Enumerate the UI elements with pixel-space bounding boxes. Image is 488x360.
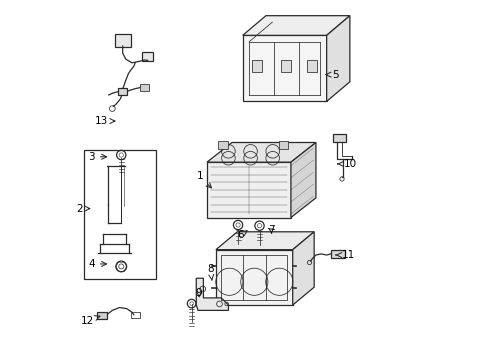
FancyBboxPatch shape — [115, 33, 130, 47]
Bar — [279, 141, 288, 149]
Polygon shape — [292, 232, 313, 305]
FancyBboxPatch shape — [332, 134, 345, 142]
Polygon shape — [242, 35, 326, 102]
Bar — [251, 60, 262, 72]
FancyBboxPatch shape — [118, 88, 127, 95]
FancyBboxPatch shape — [140, 84, 148, 91]
Text: 10: 10 — [337, 159, 356, 169]
Polygon shape — [206, 143, 315, 162]
Text: 1: 1 — [197, 171, 211, 188]
Polygon shape — [242, 16, 349, 35]
Text: 13: 13 — [95, 116, 115, 126]
Text: 4: 4 — [88, 259, 106, 269]
Polygon shape — [290, 143, 315, 217]
Polygon shape — [216, 232, 313, 249]
FancyBboxPatch shape — [142, 52, 153, 61]
Text: 7: 7 — [267, 225, 274, 235]
Polygon shape — [326, 16, 349, 102]
Text: 3: 3 — [88, 152, 106, 162]
FancyBboxPatch shape — [331, 249, 345, 257]
FancyBboxPatch shape — [97, 312, 106, 319]
Bar — [221, 255, 287, 300]
Text: 12: 12 — [81, 316, 100, 326]
Text: 2: 2 — [76, 203, 90, 213]
Text: 8: 8 — [207, 264, 213, 280]
Polygon shape — [206, 162, 290, 217]
Bar — [218, 141, 227, 149]
Bar — [281, 60, 291, 72]
Text: 6: 6 — [236, 230, 246, 240]
Bar — [306, 60, 316, 72]
Text: 5: 5 — [325, 69, 339, 80]
Polygon shape — [216, 249, 292, 305]
Text: 11: 11 — [335, 250, 354, 260]
Polygon shape — [196, 278, 228, 310]
Text: 9: 9 — [195, 288, 202, 297]
